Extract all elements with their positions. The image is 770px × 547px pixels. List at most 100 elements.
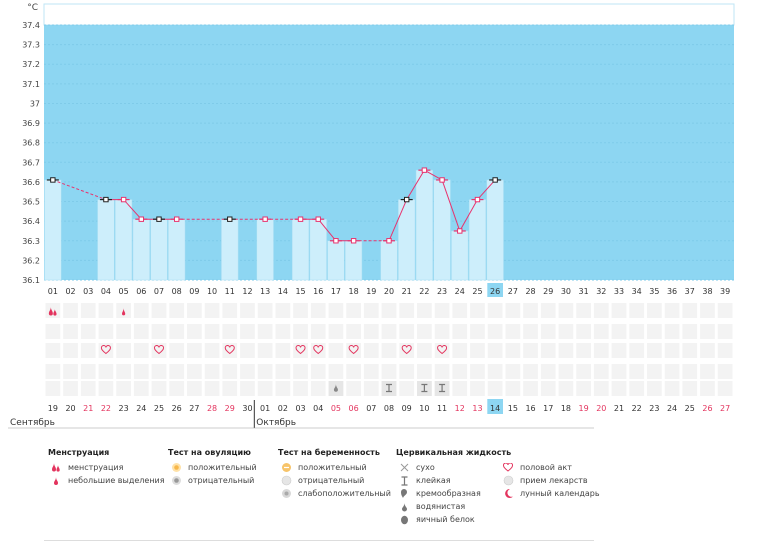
cycle-day-label: 29 [543, 287, 553, 296]
legend-ovulation: Тест на овуляцию положительный отрицател… [168, 448, 257, 487]
symbol-grid-cell [611, 381, 627, 396]
sticky-icon [386, 383, 392, 393]
symbol-grid-cell [133, 324, 149, 339]
heart-icon [502, 462, 514, 474]
menstruation-drop [53, 309, 57, 316]
legend-item-ovulation-negative[interactable]: отрицательный [168, 474, 257, 487]
calendar-date-label: 26 [172, 404, 182, 413]
legend-item-sticky[interactable]: клейкая [396, 474, 511, 487]
cycle-day-label: 04 [101, 287, 111, 296]
calendar-date-label: 09 [402, 404, 412, 413]
symbol-grid-cell [470, 303, 485, 318]
temperature-bar [380, 240, 398, 281]
legend-item-lunar[interactable]: лунный календарь [500, 487, 600, 500]
symbol-grid-cell [434, 364, 450, 379]
symbol-grid-cell [98, 324, 114, 339]
symbol-grid-cell [63, 381, 78, 396]
symbol-grid-cell [505, 343, 521, 358]
cycle-day-label: 37 [685, 287, 695, 296]
legend-pregnancy: Тест на беременность положительный отриц… [278, 448, 391, 500]
legend-item-pregnancy-positive[interactable]: положительный [278, 461, 391, 474]
symbol-grid-cell [470, 381, 485, 396]
symbol-grid-cell [523, 324, 538, 339]
calendar-date-label: 12 [455, 404, 465, 413]
symbol-grid-cell [647, 381, 662, 396]
cycle-day-label: 12 [242, 287, 252, 296]
symbol-grid-cell [434, 343, 450, 358]
legend-item-pregnancy-negative[interactable]: отрицательный [278, 474, 391, 487]
calendar-date-label: 18 [561, 404, 571, 413]
symbol-grid-cell [240, 343, 255, 358]
symbol-grid-cell [293, 324, 308, 339]
symbol-grid-cell [275, 324, 291, 339]
legend-label: небольшие выделения [68, 476, 165, 485]
ovulation-negative-icon [170, 475, 182, 487]
legend-item-pregnancy-weak[interactable]: слабоположительный [278, 487, 391, 500]
legend-item-watery[interactable]: водянистая [396, 500, 511, 513]
symbol-grid-cell [63, 324, 78, 339]
symbol-grid-cell [80, 364, 96, 379]
calendar-date-label: 30 [242, 404, 252, 413]
legend-item-egg-white[interactable]: яичный белок [396, 513, 511, 526]
calendar-date-label: 19 [48, 404, 58, 413]
calendar-date-label: 22 [632, 404, 642, 413]
temperature-line-segment [441, 179, 461, 232]
menstruation-light-icon [50, 475, 62, 487]
temperature-bar [97, 199, 115, 281]
symbol-grid-cell [664, 303, 680, 318]
symbol-grid-cell [647, 364, 662, 379]
symbol-grid-cell [717, 303, 733, 318]
cycle-day-label: 31 [579, 287, 589, 296]
y-unit-label: °C [27, 3, 38, 13]
legend-label: прием лекарств [520, 476, 588, 485]
legend-item-light-discharge[interactable]: небольшие выделения [48, 474, 165, 487]
legend-item-dry[interactable]: сухо [396, 461, 511, 474]
y-tick-label: 36.7 [22, 158, 40, 167]
calendar-date-label: 03 [295, 404, 305, 413]
symbol-grid-cell [240, 324, 255, 339]
legend-label: отрицательный [298, 476, 365, 485]
legend-item-medication[interactable]: прием лекарств [500, 474, 600, 487]
symbol-grid-cell [63, 343, 78, 358]
temperature-point [492, 177, 498, 183]
symbol-grid-cell [700, 303, 715, 318]
cycle-day-label: 26 [490, 287, 500, 296]
legend-item-intercourse[interactable]: половой акт [500, 461, 600, 474]
watery-drop-icon [333, 384, 338, 392]
calendar-date-label: 27 [720, 404, 730, 413]
sticky-icon [439, 383, 446, 393]
symbol-grid-cell [310, 381, 326, 396]
symbol-grid-cell [505, 364, 521, 379]
symbol-grid-cell [593, 381, 609, 396]
symbol-grid-cell [576, 343, 591, 358]
symbol-grid-cell [682, 381, 698, 396]
symbol-grid-cell [611, 324, 627, 339]
symbol-grid-cell [133, 381, 149, 396]
temperature-point [403, 196, 410, 203]
symbol-grid-cell [558, 343, 574, 358]
legend-cervical-title: Цервикальная жидкость [396, 448, 512, 457]
cycle-day-label: 23 [437, 287, 447, 296]
symbol-grid-cell [363, 364, 379, 379]
cycle-day-label: 10 [207, 287, 217, 296]
symbol-grid-cell [664, 381, 680, 396]
legend-label: положительный [298, 463, 367, 472]
calendar-date-label: 06 [349, 404, 359, 413]
symbol-grid-cell [45, 381, 61, 396]
symbol-grid-cell [204, 381, 220, 396]
cycle-day-label: 05 [119, 287, 129, 296]
cycle-day-label: 17 [331, 287, 341, 296]
temperature-point [474, 196, 481, 203]
y-tick-label: 37 [30, 99, 40, 108]
temperature-bar [256, 218, 274, 281]
symbol-grid-cell [169, 364, 185, 379]
legend-label: менструация [68, 463, 124, 472]
legend-item-ovulation-positive[interactable]: положительный [168, 461, 257, 474]
legend-item-creamy[interactable]: кремообразная [396, 487, 511, 500]
symbol-grid-cell [434, 324, 450, 339]
symbol-grid-cell [540, 303, 556, 318]
symbol-grid-cell [187, 343, 202, 358]
legend-item-menstruation[interactable]: менструация [48, 461, 165, 474]
symbol-grid-cell [133, 343, 149, 358]
symbol-grid-cell [222, 343, 238, 358]
